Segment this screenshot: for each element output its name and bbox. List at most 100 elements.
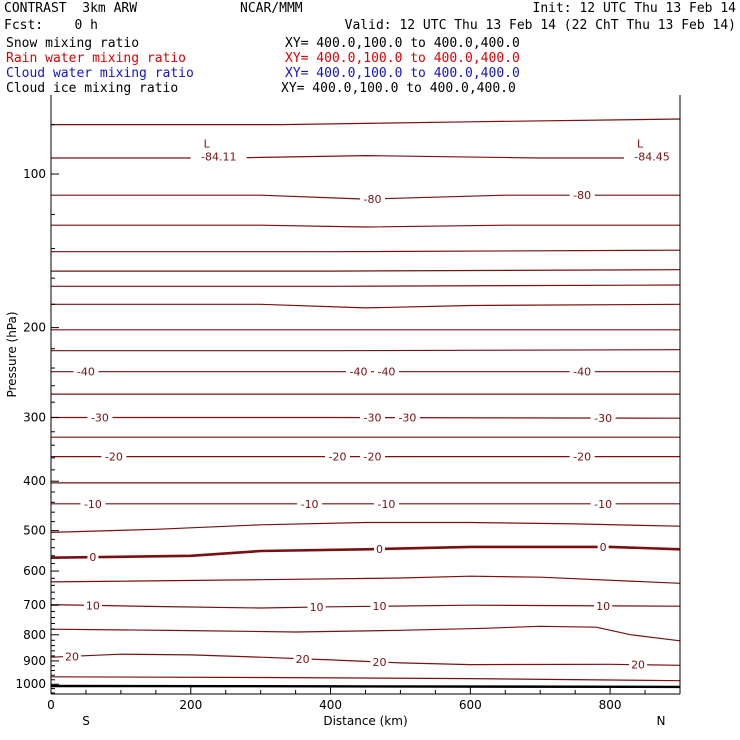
field-xy-rain: XY= 400.0,100.0 to 400.0,400.0 [285, 51, 520, 66]
contour-label: -40 [350, 366, 368, 379]
model-title: CONTRAST 3km ARW [4, 1, 138, 16]
contour-label-bg [597, 539, 609, 553]
low-value: -84.11 [201, 151, 236, 164]
y-tick-label: 700 [23, 598, 46, 612]
y-tick-label: 400 [23, 474, 46, 488]
contour-label-bg [373, 542, 385, 556]
contour-label: -20 [329, 451, 347, 464]
low-marker: L [637, 138, 644, 151]
field-xy-snow: XY= 400.0,100.0 to 400.0,400.0 [285, 36, 520, 51]
y-tick-label: 900 [23, 654, 46, 668]
contour-label-bg [373, 364, 399, 378]
contour-label-bg [297, 496, 323, 510]
contour-line [51, 284, 681, 287]
contour-line [50, 625, 681, 642]
contour-line [50, 676, 681, 682]
field-name-cloud-water: Cloud water mixing ratio [6, 66, 194, 81]
contour-label-bg [293, 651, 312, 665]
x-axis-title: Distance (km) [323, 714, 407, 728]
field-name-rain: Rain water mixing ratio [6, 51, 187, 66]
x-tick-label: 600 [459, 698, 482, 712]
contour-label-bg [83, 598, 102, 612]
contour-label-bg [359, 410, 385, 424]
low-label-bg [190, 135, 247, 164]
contour-label-bg [590, 496, 616, 510]
contour-line [50, 653, 681, 666]
y-tick-label: 1000 [15, 677, 46, 691]
field-name-cloud-ice: Cloud ice mixing ratio [6, 81, 179, 96]
contour-label: -10 [594, 498, 612, 511]
contour-label-bg [370, 599, 389, 613]
contour-label: -30 [398, 412, 416, 425]
contour-labels: -80 -80 -40 -40 -40 -40 -30 -30 -30 -30 -20 -20 -20 -… [62, 135, 681, 672]
contour-label-bg [101, 449, 127, 463]
field-xy-cloud-water: XY= 400.0,100.0 to 400.0,400.0 [285, 66, 520, 81]
contour-label-bg [346, 364, 372, 378]
y-tick-label: 800 [23, 628, 46, 642]
contour-label: 20 [631, 659, 645, 672]
low-label-bg [624, 135, 681, 164]
x-tick-label: 200 [179, 698, 202, 712]
y-tick-label: 200 [23, 321, 46, 335]
x-tick-label: 800 [599, 698, 622, 712]
y-tick-label: 500 [23, 524, 46, 538]
contour-label: -80 [573, 189, 591, 202]
contour-label: -10 [301, 498, 319, 511]
contour-label: -20 [573, 451, 591, 464]
contour-label: -10 [84, 498, 102, 511]
x-tick-label: 400 [319, 698, 342, 712]
contour-line [51, 224, 680, 228]
contour-label-bg [394, 410, 420, 424]
north-end-label: N [657, 714, 666, 728]
contour-label: -10 [377, 498, 395, 511]
contour-line [50, 521, 681, 533]
contour-line [51, 416, 681, 419]
contour-label-bg [590, 411, 616, 425]
contour-label: -80 [364, 193, 382, 206]
contour-label-bg [87, 410, 113, 424]
south-end-label: S [82, 714, 90, 728]
contour-label: -30 [91, 411, 109, 424]
contour-label-bg [87, 550, 99, 564]
contour-label-bg [594, 598, 613, 612]
y-tick-label: 600 [23, 564, 46, 578]
contour-label-bg [62, 649, 81, 663]
contour-label-bg [307, 600, 326, 614]
contour-label: -40 [77, 366, 95, 379]
contour-label: 0 [376, 543, 383, 556]
contour-label: 10 [86, 599, 100, 612]
contour-label: 20 [372, 656, 386, 669]
contour-line [51, 349, 681, 352]
contour-label: -40 [377, 366, 395, 379]
init-time: Init: 12 UTC Thu 13 Feb 14 [532, 1, 737, 16]
contour-line [50, 575, 681, 584]
contour-label: -40 [573, 366, 591, 379]
center-label: NCAR/MMM [240, 1, 303, 16]
contour-label-bg [325, 449, 351, 463]
contour-line [51, 249, 681, 253]
valid-time: Valid: 12 UTC Thu 13 Feb 14 (22 ChT Thu … [344, 18, 736, 33]
y-tick-label: 300 [23, 410, 46, 424]
surface-line [50, 684, 681, 689]
contour-label: 20 [296, 653, 310, 666]
field-name-snow: Snow mixing ratio [6, 36, 140, 51]
contour-label-bg [359, 191, 385, 205]
field-xy-cloud-ice: XY= 400.0,100.0 to 400.0,400.0 [281, 81, 516, 96]
contour-label-bg [569, 188, 595, 202]
contour-line [51, 154, 680, 159]
contour-label-bg [73, 364, 99, 378]
contour-label: 10 [372, 600, 386, 613]
contour-label-bg [569, 364, 595, 378]
forecast-hour: Fcst: 0 h [4, 18, 98, 33]
contour-label: -30 [364, 412, 382, 425]
contour-line [51, 303, 681, 309]
contour-label-bg [359, 449, 385, 463]
x-tick-label: 0 [47, 698, 55, 712]
contour-label: 10 [310, 601, 324, 614]
contour-label: 10 [596, 600, 610, 613]
contour-label: 0 [600, 541, 607, 554]
contour-label: -30 [594, 412, 612, 425]
contour-line [51, 118, 681, 126]
